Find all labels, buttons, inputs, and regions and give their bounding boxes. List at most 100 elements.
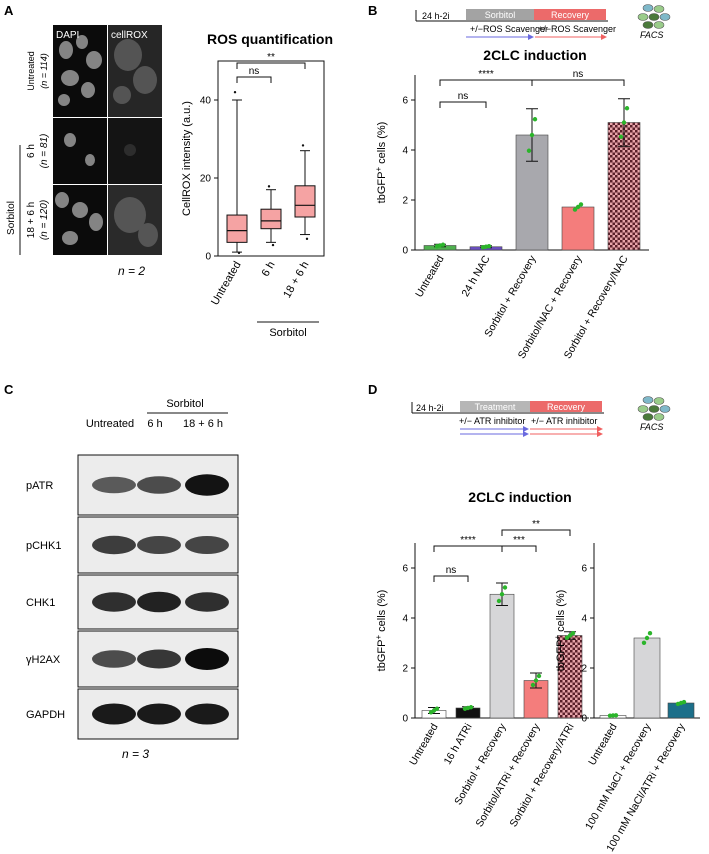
y-tick-label: 0 xyxy=(205,252,211,263)
sig-d-2-label: ns xyxy=(446,565,457,576)
y-axis-label: tbGFP+ cells (%) xyxy=(553,590,567,672)
y-axis-label: tbGFP+ cells (%) xyxy=(374,122,388,204)
row-label-18h: 18 + 6 h xyxy=(26,202,37,238)
y-tick-label: 6 xyxy=(402,564,408,575)
y-tick-label: 6 xyxy=(402,96,408,107)
data-point xyxy=(440,242,446,247)
x-tick-label: 18 + 6 h xyxy=(281,260,311,301)
data-point xyxy=(533,678,539,683)
sig-d-3-label: *** xyxy=(513,535,525,546)
blot-band xyxy=(185,474,229,496)
data-point xyxy=(578,202,584,207)
lane-label: 6 h xyxy=(147,418,162,430)
panel-d-title: 2CLC induction xyxy=(468,489,571,505)
blot-sorbitol-label: Sorbitol xyxy=(166,398,203,410)
box-plot-a: ROS quantification 0 20 40 CellROX intensity… xyxy=(181,31,333,339)
sig-d-4-label: ** xyxy=(532,519,540,530)
microscopy-grid: DAPI cellROX xyxy=(53,25,162,255)
blot-band xyxy=(92,703,136,725)
row-label-untreated: Untreated xyxy=(26,51,36,91)
timeline-d-seg1: 24 h-2i xyxy=(416,403,444,413)
blot-band xyxy=(137,591,181,613)
sig-b-2-bracket xyxy=(439,101,487,108)
y-tick-label: 4 xyxy=(581,614,587,625)
data-point xyxy=(618,134,624,139)
timeline-b-seg2: Sorbitol xyxy=(485,10,516,20)
y-tick-label: 0 xyxy=(402,714,408,725)
blot-band xyxy=(185,592,229,612)
row-n-6h: (n = 81) xyxy=(39,134,50,169)
x-tick-label: Untreated xyxy=(413,253,447,299)
stain-label-cellrox: cellROX xyxy=(111,30,148,41)
lane-label: Untreated xyxy=(86,418,134,430)
timeline-b-arrow2-label: +/−ROS Scavenger xyxy=(538,24,616,34)
x-tick-label: Untreated xyxy=(209,260,244,308)
outlier xyxy=(301,144,305,147)
x-tick-label: Sorbitol/ATRi + Recovery xyxy=(474,721,543,829)
timeline-d-seg2: Treatment xyxy=(475,402,516,412)
timeline-d-recovery-bar xyxy=(530,401,602,412)
n-note-c: n = 3 xyxy=(122,747,149,761)
data-point xyxy=(567,633,573,638)
bar xyxy=(561,206,595,251)
data-point xyxy=(624,106,630,111)
data-point xyxy=(530,682,536,688)
data-point xyxy=(572,207,578,212)
box xyxy=(226,214,248,243)
y-axis-label: CellROX intensity (a.u.) xyxy=(181,101,193,216)
timeline-d-treatment-bar xyxy=(460,401,530,412)
panel-label-a: A xyxy=(4,3,14,18)
stain-label-dapi: DAPI xyxy=(56,30,79,41)
blot-row-label: pCHK1 xyxy=(26,540,61,552)
lane-label: 18 + 6 h xyxy=(183,418,223,430)
data-point xyxy=(502,585,508,590)
blot-band xyxy=(137,476,181,494)
facs-icon-d xyxy=(637,396,671,421)
timeline-b-seg1: 24 h-2i xyxy=(422,11,450,21)
blot-band xyxy=(185,703,229,725)
sig-b-1-label: **** xyxy=(478,69,494,80)
box xyxy=(260,208,282,230)
blot-band xyxy=(92,650,136,668)
x-tick-label: Untreated xyxy=(586,721,620,767)
data-point xyxy=(468,705,474,710)
timeline-d: 24 h-2i Treatment Recovery +/− ATR inhib… xyxy=(411,396,671,437)
timeline-b-recovery-bar xyxy=(534,9,606,20)
y-tick-label: 4 xyxy=(402,146,408,157)
blot-row-label: CHK1 xyxy=(26,597,55,609)
bar xyxy=(557,635,583,719)
sig-b-2-label: ns xyxy=(458,91,469,102)
y-tick-label: 2 xyxy=(402,196,408,207)
data-point xyxy=(564,635,570,640)
data-point xyxy=(499,592,505,597)
sig-d-2-bracket xyxy=(433,575,469,582)
outlier xyxy=(305,237,309,241)
western-blot: Untreated 6 h 18 + 6 h pATR pCHK1 CHK1 γH2AX GA… xyxy=(26,418,239,740)
blot-band xyxy=(137,649,181,669)
outlier xyxy=(237,251,241,255)
sig-d-1-label: **** xyxy=(460,535,476,546)
blot-band xyxy=(185,648,229,670)
blot-band xyxy=(137,703,181,725)
x-tick-label: Sorbitol + Recovery/ATRi xyxy=(508,722,577,830)
panel-label-d: D xyxy=(368,382,377,397)
x-tick-label: Untreated xyxy=(407,721,441,767)
blot-band xyxy=(92,592,136,612)
data-point xyxy=(613,713,619,718)
timeline-d-arrow1-label: +/− ATR inhibitor xyxy=(459,416,525,426)
sorbitol-group-label: Sorbitol xyxy=(269,327,306,339)
bar xyxy=(667,702,695,719)
blot-band xyxy=(92,535,136,555)
y-tick-label: 4 xyxy=(402,614,408,625)
sig-d-3-bracket xyxy=(501,545,537,552)
timeline-d-arrow2-label: +/− ATR inhibitor xyxy=(531,416,597,426)
y-tick-label: 40 xyxy=(200,96,212,107)
y-tick-label: 2 xyxy=(581,664,587,675)
facs-label-d: FACS xyxy=(640,422,663,432)
sig-b-1-bracket xyxy=(439,79,533,86)
bar-chart-b: 2CLC induction 0 2 4 6 tbGFP+ cells (%) Untrea… xyxy=(374,47,649,361)
data-point xyxy=(526,148,532,153)
x-tick-label: 100 mM NaCl + Recovery xyxy=(583,721,654,832)
